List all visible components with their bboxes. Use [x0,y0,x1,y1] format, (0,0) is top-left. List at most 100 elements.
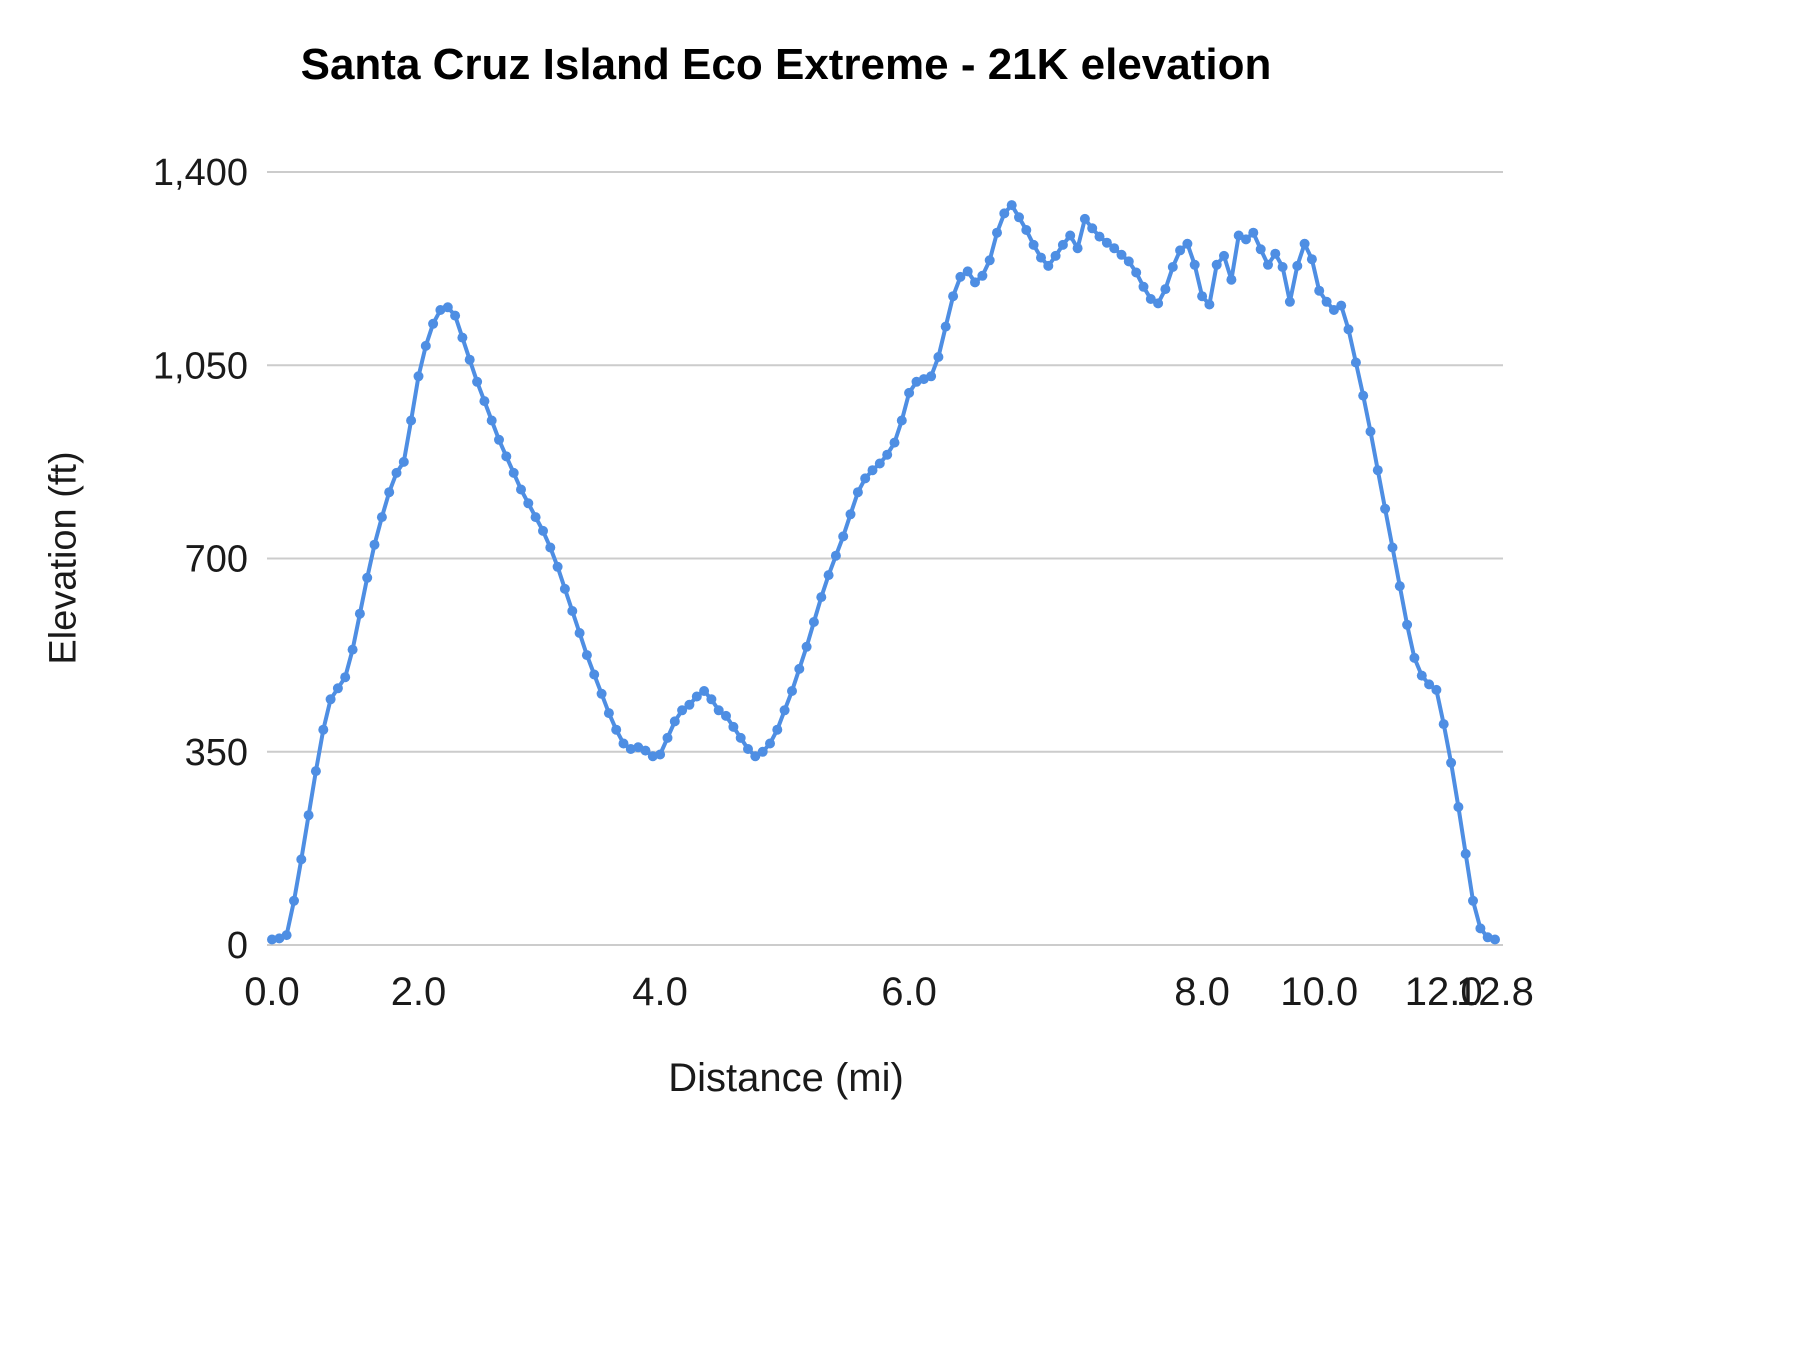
data-point-marker [808,617,819,627]
data-point-marker [1453,802,1464,812]
data-point-marker [596,688,607,699]
x-tick-label: 10.0 [1280,970,1358,1014]
data-point-marker [581,650,592,661]
x-axis-title: Distance (mi) [668,1056,904,1100]
data-point-marker [1101,237,1112,248]
data-point-marker [1255,244,1266,255]
data-point-marker [1182,238,1193,249]
x-tick-label: 0.0 [244,970,300,1014]
data-point-marker [1431,684,1442,695]
data-point-marker [721,710,731,721]
data-point-marker [728,721,739,732]
data-point-marker [1321,296,1332,307]
data-point-marker [1468,895,1478,906]
data-point-marker [1006,200,1017,211]
data-point-marker [1087,223,1098,234]
data-point-marker [508,467,519,478]
data-point-marker [874,458,885,469]
data-point-marker [1343,324,1354,335]
data-point-marker [1387,542,1398,553]
data-point-marker [1284,296,1295,307]
data-point-marker [1036,252,1046,263]
data-point-marker [413,371,424,382]
data-point-marker [603,708,614,719]
data-point-marker [281,930,292,941]
data-point-marker [904,387,915,398]
data-point-marker [948,291,959,302]
x-tick-label: 4.0 [632,970,688,1014]
data-point-marker [1079,213,1090,224]
data-point-marker [940,321,951,332]
y-tick-label: 1,400 [153,152,248,194]
data-point-marker [1028,239,1039,250]
data-point-marker [406,415,417,426]
data-point-marker [1416,670,1427,681]
data-point-marker [706,694,717,705]
data-point-marker [1138,281,1149,292]
data-point-marker [1424,679,1435,690]
data-point-marker [1328,305,1339,315]
data-point-marker [1402,619,1413,630]
data-point-marker [1189,259,1200,270]
data-point-marker [735,732,746,743]
data-point-marker [1365,426,1376,437]
data-point-marker [699,686,710,696]
y-tick-label: 1,050 [153,345,248,387]
data-point-marker [655,749,666,760]
data-point-marker [977,270,988,281]
data-point-marker [1109,243,1120,254]
data-point-marker [545,542,556,553]
data-point-marker [479,396,490,407]
data-point-marker [1065,230,1076,241]
data-point-marker [1219,250,1229,261]
data-point-marker [889,437,900,448]
x-tick-label: 6.0 [881,970,937,1014]
data-point-marker [1409,652,1420,663]
data-point-marker [538,525,548,536]
data-point-marker [1094,231,1105,242]
data-point-marker [1043,260,1054,271]
data-point-marker [662,732,673,743]
data-point-marker [442,302,453,313]
data-point-marker [970,277,980,288]
data-point-marker [765,738,775,749]
data-point-marker [530,512,541,523]
data-point-marker [384,487,395,498]
data-point-marker [926,371,937,382]
data-point-marker [1116,249,1127,260]
data-point-marker [1336,300,1347,311]
data-point-marker [472,376,483,387]
data-point-marker [457,332,468,343]
data-point-marker [1248,227,1259,238]
data-point-marker [772,724,783,735]
data-point-marker [794,663,805,674]
data-point-marker [1021,225,1032,235]
data-point-marker [486,415,497,426]
data-point-marker [325,694,336,705]
data-point-marker [1226,274,1237,285]
x-tick-label: 2.0 [391,970,447,1014]
data-point-marker [420,340,431,351]
data-point-marker [1241,234,1251,245]
data-point-marker [830,550,841,561]
data-point-marker [816,592,827,603]
data-point-marker [574,628,585,638]
data-point-marker [552,561,563,572]
data-point-marker [354,608,365,619]
data-point-marker [852,487,863,498]
data-point-marker [743,744,753,754]
data-point-marker [860,473,871,484]
data-point-marker [999,208,1010,219]
data-point-marker [750,751,761,762]
data-point-marker [787,686,797,696]
data-point-marker [1270,248,1281,259]
data-point-marker [611,724,622,735]
data-point-marker [567,606,578,616]
data-point-marker [369,539,380,550]
data-point-marker [1314,285,1325,296]
data-point-marker [801,641,812,652]
data-point-marker [310,766,321,777]
data-point-marker [779,705,790,716]
